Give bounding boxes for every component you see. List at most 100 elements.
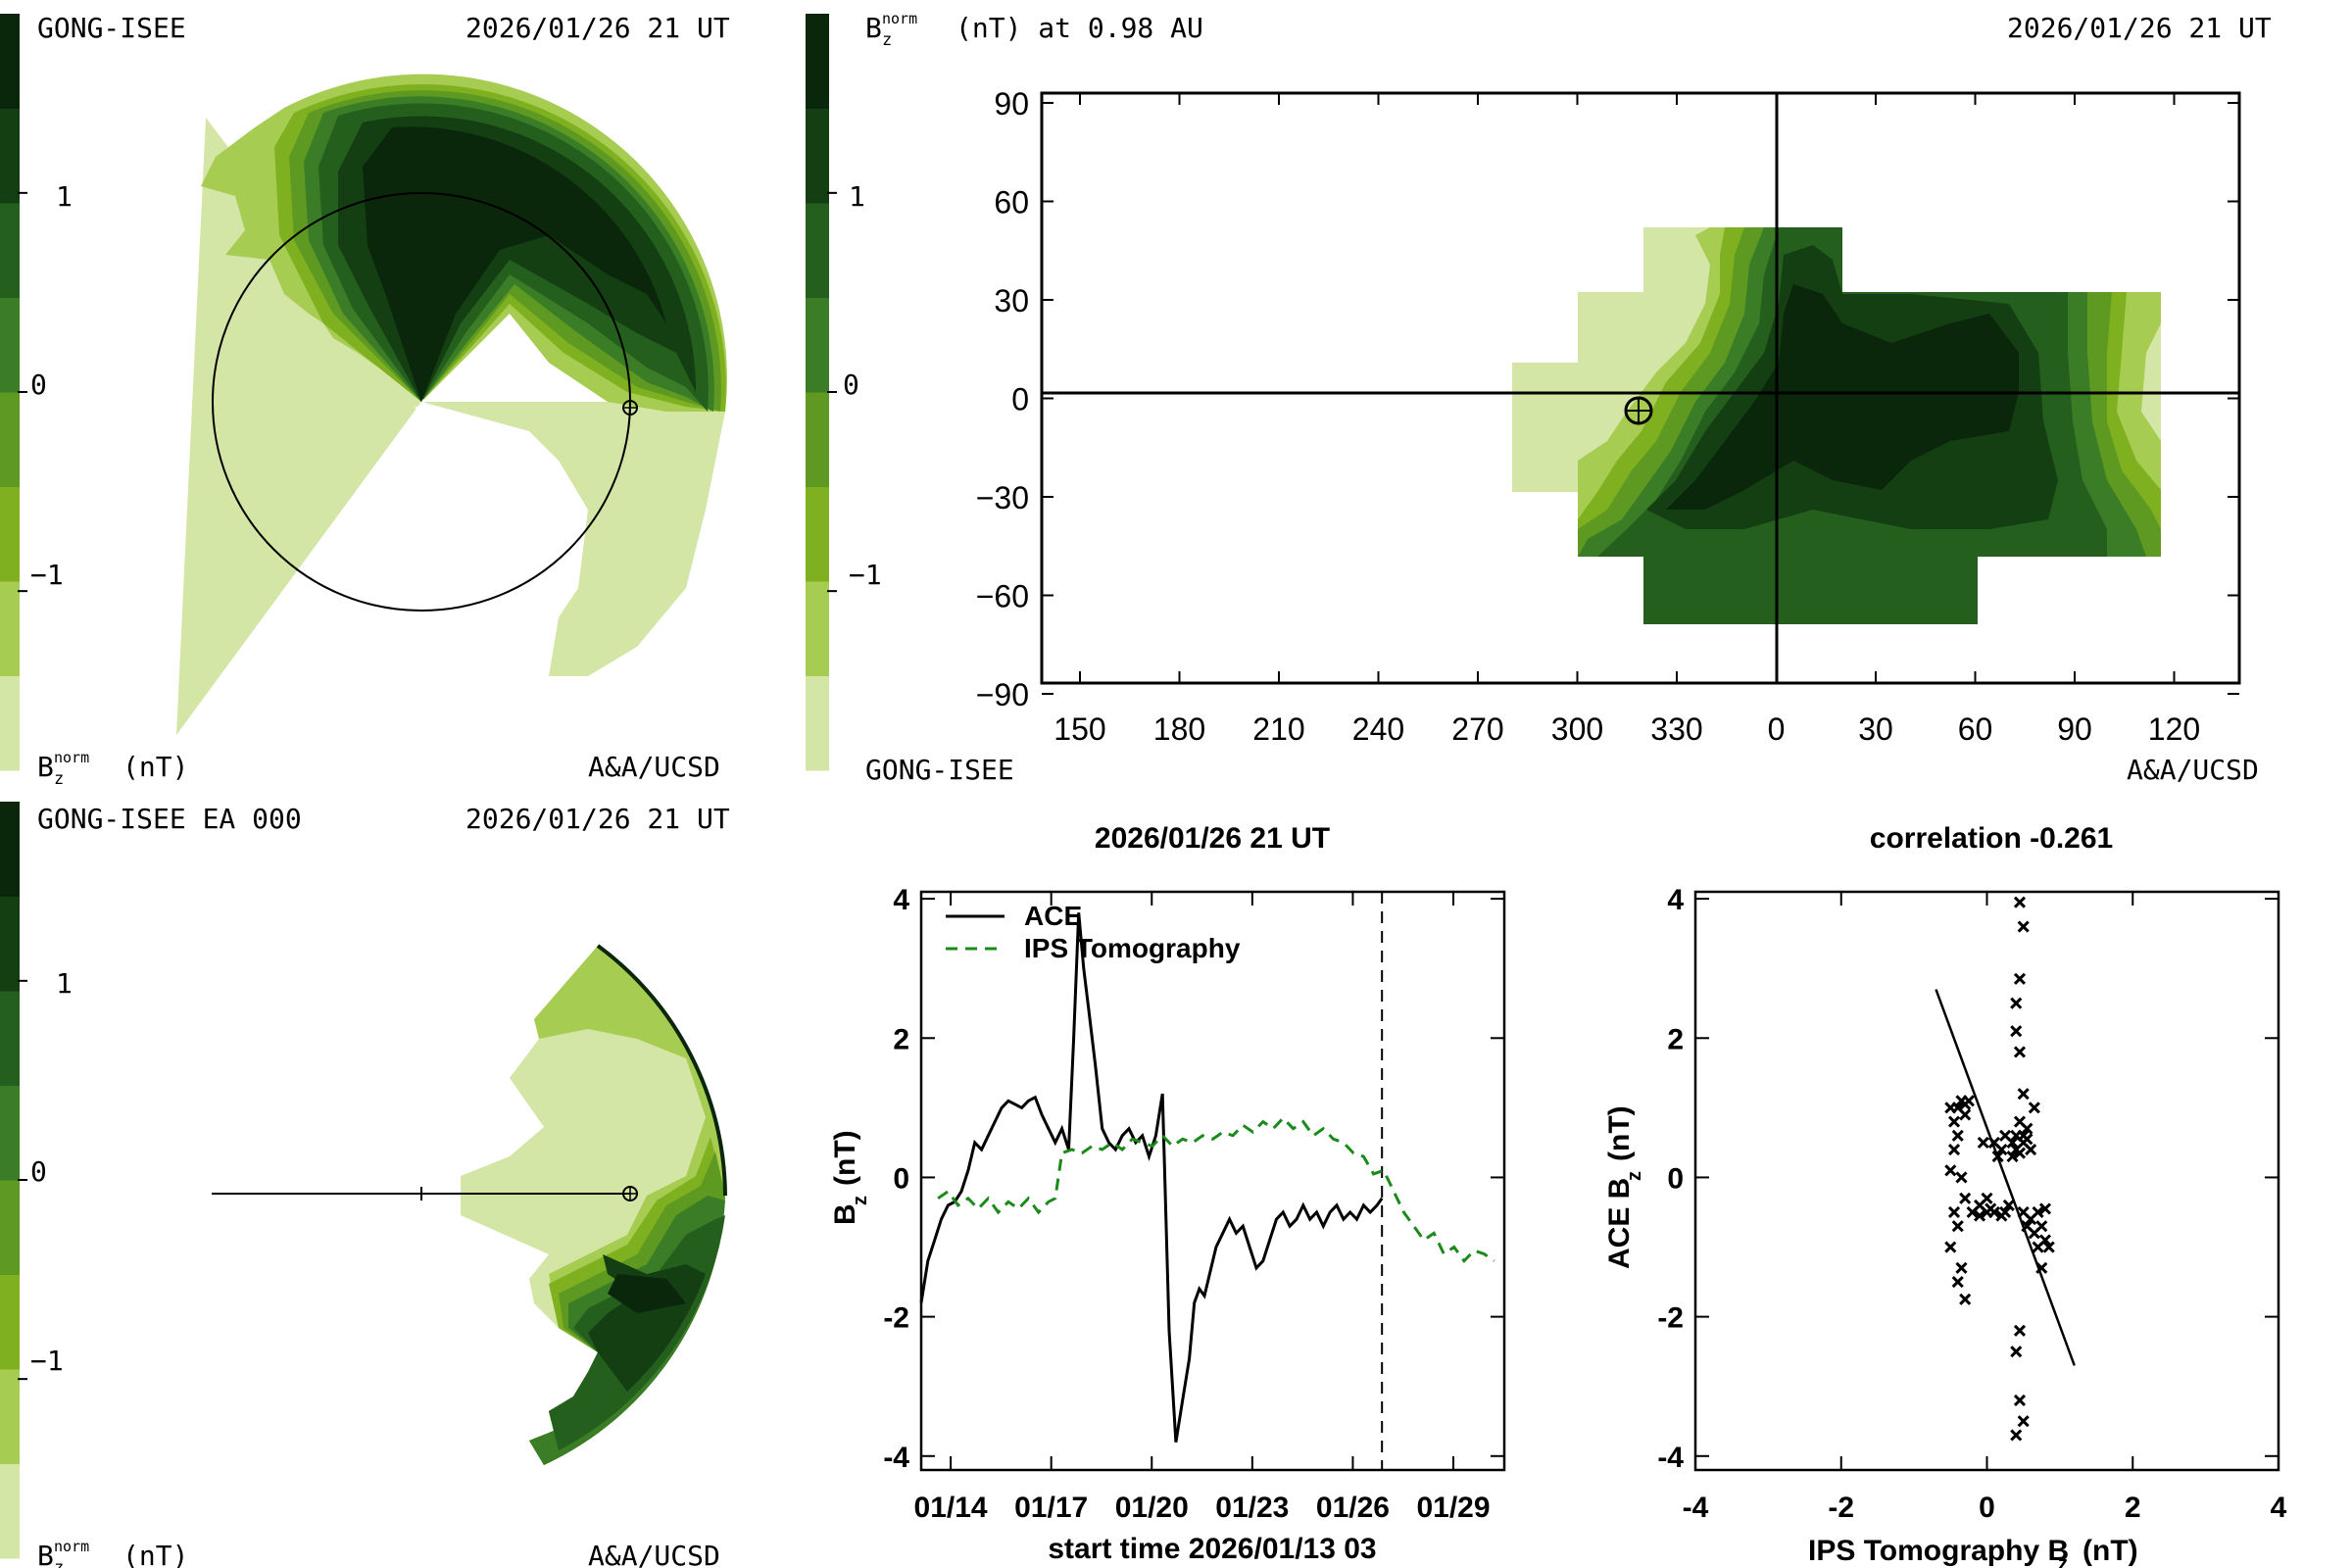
colorbar-swatch: [0, 581, 20, 676]
y-tick-label: 0: [1667, 1162, 1684, 1195]
colorbar-label: B z norm (nT): [37, 749, 188, 789]
scatter-point: [1944, 1164, 1957, 1177]
scatter-point: [1951, 1276, 1964, 1289]
chart-title: 2026/01/26 21 UT: [1095, 822, 1330, 855]
scatter-point: [2010, 1025, 2023, 1038]
colorbar-swatch: [0, 203, 20, 298]
panel-timestamp: 2026/01/26 21 UT: [2007, 12, 2272, 44]
svg-text:(nT) at 0.98 AU: (nT) at 0.98 AU: [956, 12, 1203, 44]
colorbar-swatch: [0, 896, 20, 992]
x-tick-label: -4: [1683, 1492, 1709, 1524]
x-tick-label: 01/14: [914, 1492, 988, 1524]
x-tick-label: 150: [1054, 711, 1105, 747]
scatter-point: [1955, 1171, 1968, 1184]
scatter-point: [1947, 1205, 1961, 1219]
svg-text:norm: norm: [882, 10, 917, 27]
y-tick-label: -2: [883, 1302, 909, 1335]
scatter-point: [1959, 1293, 1972, 1305]
scatter-point: [1955, 1261, 1968, 1274]
scatter-point: [2021, 1122, 2034, 1135]
colorbar-tick-label: 0: [30, 1155, 47, 1188]
y-tick-label: 30: [994, 283, 1029, 318]
colorbar-tick-label: −1: [30, 559, 64, 591]
scatter-point: [2025, 1143, 2037, 1156]
regression-line: [1935, 989, 2076, 1366]
colorbar-swatch: [0, 1369, 20, 1464]
scatter-point: [2010, 1429, 2023, 1442]
colorbar-swatch: [806, 581, 829, 676]
map-header: B z norm (nT) at 0.98 AU: [865, 10, 1203, 50]
y-tick-label: −60: [976, 579, 1029, 614]
scatter-point: [2035, 1220, 2048, 1233]
time-series-lines: [919, 912, 1495, 1443]
legend-ips-label: IPS Tomography: [1024, 933, 1241, 963]
colorbar-swatch: [806, 675, 829, 771]
colorbar-swatch: [0, 486, 20, 582]
ace-series: [919, 912, 1384, 1443]
svg-text:(nT): (nT): [1603, 1105, 1636, 1161]
scatter-point: [2042, 1241, 2055, 1253]
scatter-point: [1944, 1102, 1957, 1114]
y-tick-label: −90: [976, 677, 1029, 712]
y-axis-label: ACE B z (nT): [1603, 1105, 1645, 1269]
colorbar-swatch: [806, 14, 829, 109]
y-tick-label: 4: [893, 884, 909, 916]
colorbar-swatch: [0, 392, 20, 487]
panel-timestamp: 2026/01/26 21 UT: [466, 803, 730, 835]
colorbar-swatch: [0, 108, 20, 204]
svg-text:+: +: [413, 393, 434, 422]
scatter-point: [1947, 1143, 1961, 1156]
svg-text:(nT): (nT): [122, 1540, 188, 1568]
scatter-point: [2010, 997, 2023, 1009]
svg-text:z: z: [882, 30, 892, 50]
colorbar-swatch: [0, 14, 20, 109]
scatter-point: [1947, 1115, 1961, 1128]
ecliptic-polar-panel: GONG-ISEE 2026/01/26 21 UT 1 0 −1 + B: [0, 12, 730, 789]
plot-frame: [1693, 890, 2280, 1472]
y-tick-label: 0: [893, 1162, 909, 1195]
svg-text:IPS Tomography B: IPS Tomography B: [1808, 1535, 2069, 1567]
scatter-point: [2013, 1046, 2027, 1058]
credit-label: A&A/UCSD: [588, 751, 720, 783]
svg-text:z: z: [850, 1196, 871, 1205]
colorbar-tick-label: −1: [849, 559, 882, 591]
scatter-point: [2017, 920, 2030, 933]
svg-text:ACE B: ACE B: [1603, 1178, 1636, 1269]
svg-text:(nT): (nT): [829, 1130, 861, 1186]
colorbar-left-top: [0, 14, 27, 771]
correlation-scatter-chart: correlation -0.261 4 2 0 -2 -4 -4 -2 0 2 4 IPS To…: [1603, 822, 2287, 1568]
x-tick-label: 240: [1352, 711, 1404, 747]
x-tick-label: -2: [1828, 1492, 1854, 1524]
ips-tomography-series: [937, 1115, 1495, 1264]
earth-marker: [622, 400, 638, 416]
y-tick-label: -4: [883, 1442, 909, 1474]
plot-frame: [919, 890, 1506, 1472]
credit-label: A&A/UCSD: [588, 1540, 720, 1568]
x-tick-label: 120: [2148, 711, 2200, 747]
x-tick-label: 0: [1768, 711, 1786, 747]
y-axis-label: B z (nT): [829, 1130, 871, 1225]
colorbar-swatch: [0, 991, 20, 1086]
scatter-point: [2038, 1202, 2052, 1215]
scatter-points: [1935, 896, 2076, 1442]
synoptic-map-panel: B z norm (nT) at 0.98 AU 2026/01/26 21 U…: [806, 10, 2272, 786]
x-axis-label: IPS Tomography B z (nT): [1808, 1535, 2138, 1568]
x-tick-label: 300: [1551, 711, 1603, 747]
map-frame: [1040, 91, 2241, 685]
svg-text:B: B: [865, 12, 882, 44]
svg-text:z: z: [2058, 1553, 2068, 1568]
scatter-point: [2032, 1205, 2044, 1219]
scatter-axes: 4 2 0 -2 -4 -4 -2 0 2 4: [1657, 884, 2286, 1524]
bz-time-series-chart: 2026/01/26 21 UT 4 2 0 -2 -401/14 01/17 01/20 0…: [829, 822, 1506, 1565]
svg-text:B: B: [37, 751, 54, 783]
scatter-point: [1995, 1143, 2008, 1156]
x-tick-label: 01/23: [1215, 1492, 1289, 1524]
scatter-point: [2013, 1324, 2027, 1337]
latlon-contour-map: [1512, 227, 2161, 624]
x-tick-label: 01/20: [1115, 1492, 1189, 1524]
colorbar-swatch: [806, 203, 829, 298]
polar-contour-map: +: [176, 74, 727, 735]
scatter-point: [1951, 1220, 1964, 1233]
scatter-point: [2028, 1102, 2040, 1114]
colorbar-swatch: [0, 802, 20, 897]
